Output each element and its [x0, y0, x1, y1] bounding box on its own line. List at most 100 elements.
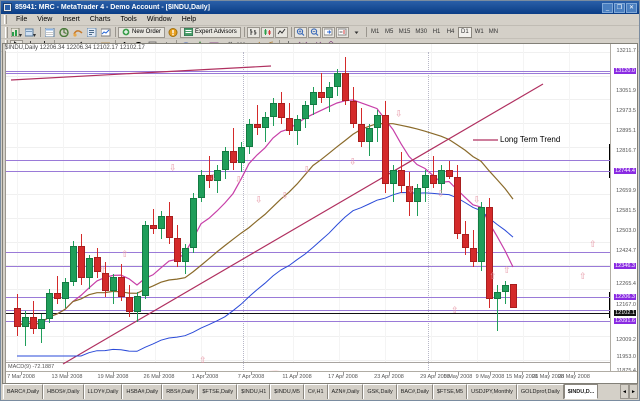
candle-body	[302, 105, 309, 120]
chart-tab[interactable]: RBS#,Daily	[162, 384, 199, 399]
minimize-button[interactable]: _	[602, 2, 613, 13]
chart-tab[interactable]: BARC#,Daily	[3, 384, 44, 399]
candle-body	[470, 248, 477, 263]
candlestick	[350, 86, 357, 129]
menu-item-charts[interactable]: Charts	[89, 16, 111, 23]
stop-advisors-icon[interactable]	[166, 27, 179, 38]
candlestick	[390, 165, 397, 203]
candlestick	[430, 156, 437, 189]
tab-nav[interactable]: ◄ ►	[620, 384, 638, 399]
menu-item-view[interactable]: View	[37, 16, 53, 23]
candle-wick	[505, 280, 506, 304]
chart-tab[interactable]: GSK,Daily	[363, 384, 397, 399]
menu-item-tools[interactable]: Tools	[120, 16, 137, 23]
chart-tab[interactable]: C#,H1	[303, 384, 328, 399]
tab-nav-right[interactable]: ►	[629, 384, 638, 399]
candlestick	[502, 280, 509, 304]
market-watch-icon[interactable]	[43, 27, 56, 38]
candle-wick	[257, 105, 258, 136]
terminal-icon[interactable]	[85, 27, 98, 38]
restore-button[interactable]: ❐	[614, 2, 625, 13]
signal-arrow-up-14: ⇧	[503, 265, 511, 275]
chart-tab[interactable]: $INDU,H1	[237, 384, 271, 399]
menu-item-insert[interactable]: Insert	[62, 16, 80, 23]
candle-body	[46, 293, 53, 319]
candle-body	[446, 169, 453, 177]
chart-tab-bar[interactable]: BARC#,Daily HBOS#,Daily LLOY#,Daily HSBA#,D…	[2, 384, 638, 399]
candle-body	[262, 116, 269, 129]
candle-body	[390, 169, 397, 184]
chart-tab[interactable]: HBOS#,Daily	[43, 384, 84, 399]
grid-line-vertical	[523, 44, 524, 373]
auto-scroll-icon[interactable]	[321, 26, 335, 38]
chart-tab[interactable]: $FTSE,Daily	[198, 384, 238, 399]
menu-item-file[interactable]: File	[16, 16, 28, 23]
chart-tab[interactable]: $INDU,M5	[270, 384, 304, 399]
candle-body	[62, 281, 69, 300]
timeframe-d1[interactable]: D1	[458, 26, 472, 38]
candlestick-chart-icon[interactable]	[260, 26, 274, 38]
timeframe-h4[interactable]: H4	[446, 29, 455, 35]
grid-line-horizontal	[6, 336, 612, 338]
candle-body	[366, 128, 373, 143]
price-axis-label: 12816.7	[616, 148, 636, 154]
menu-item-help[interactable]: Help	[181, 16, 197, 23]
new-order-button[interactable]: New Order	[118, 26, 166, 38]
chart-tab[interactable]: USDJPY,Monthly	[467, 384, 517, 399]
chart-tab[interactable]: GOLDprof,Daily	[516, 384, 564, 399]
timeframe-m30[interactable]: M30	[415, 29, 428, 35]
new-order-label: New Order	[132, 29, 162, 35]
candlestick	[22, 310, 29, 347]
chart-window[interactable]: ⇧ ⇧ ⇧ ⇧ ⇧ ⇧ ⇧ ⇧ ⇧ ⇧ ⇧ ⇧ ⇧ ⇧ ⇧ ⇧ ⇧ ⇧ ⇧ $INDU,Daily 12206.34…	[2, 43, 638, 384]
grid-line-horizontal	[6, 52, 612, 53]
new-chart-icon[interactable]	[10, 27, 23, 38]
toolbar-grip[interactable]	[5, 26, 8, 38]
timeframe-w1[interactable]: W1	[474, 29, 484, 35]
candle-body	[318, 91, 325, 99]
zoom-out-icon[interactable]	[307, 26, 321, 38]
close-button[interactable]: ✕	[626, 2, 637, 13]
zoom-in-icon[interactable]	[293, 26, 307, 38]
candle-wick	[321, 73, 322, 104]
bar-chart-icon[interactable]	[246, 26, 260, 38]
chart-tab[interactable]: BAC#,Daily	[396, 384, 433, 399]
candle-wick	[233, 128, 234, 170]
chart-tab[interactable]: HSBA#,Daily	[122, 384, 163, 399]
chart-tab[interactable]: LLOY#,Daily	[83, 384, 123, 399]
window-controls[interactable]: _ ❐ ✕	[602, 2, 637, 13]
expert-advisors-button[interactable]: Expert Advisors	[180, 26, 241, 38]
strategy-tester-icon[interactable]	[99, 27, 112, 38]
support-resistance-line-4	[6, 310, 612, 312]
timeframe-m15[interactable]: M15	[398, 29, 411, 35]
chevron-down-icon[interactable]	[350, 27, 363, 38]
candlestick	[358, 107, 365, 147]
timeframe-m1[interactable]: M1	[371, 29, 380, 35]
chart-tab[interactable]: AZN#,Daily	[327, 384, 364, 399]
menu-bar: File View Insert Charts Tools Window Hel…	[1, 14, 639, 26]
menu-item-window[interactable]: Window	[146, 16, 172, 23]
navigator-icon[interactable]	[71, 27, 84, 38]
timeframe-mn[interactable]: MN	[488, 29, 499, 35]
date-axis-label: 9 May 2008	[475, 374, 505, 380]
timeframe-m5[interactable]: M5	[385, 29, 394, 35]
line-chart-icon[interactable]	[274, 26, 288, 38]
chart-tab[interactable]: $FTSE,M5	[432, 384, 468, 399]
date-axis[interactable]: 7 Mar 2008 13 Mar 2008 19 Mar 2008 26 Mar 2…	[3, 371, 637, 383]
grid-line-vertical	[63, 44, 64, 373]
menu-grip[interactable]	[4, 15, 7, 24]
chart-shift-icon[interactable]	[335, 26, 349, 38]
candle-body	[190, 197, 197, 249]
profiles-icon[interactable]	[24, 27, 37, 38]
price-axis-label: 13211.7	[616, 48, 636, 54]
price-axis[interactable]: 13211.7 13120.0 13051.9 12973.5 12895.1 12816…	[610, 44, 637, 383]
timeframe-h1[interactable]: H1	[432, 29, 441, 35]
tab-nav-left[interactable]: ◄	[620, 384, 629, 399]
chart-tab[interactable]: $INDU,D...	[563, 384, 599, 399]
signal-arrow-up-2: ⇧	[121, 249, 129, 259]
chart-canvas[interactable]: ⇧ ⇧ ⇧ ⇧ ⇧ ⇧ ⇧ ⇧ ⇧ ⇧ ⇧ ⇧ ⇧ ⇧ ⇧ ⇧ ⇧ ⇧ ⇧	[3, 44, 637, 383]
candlestick	[182, 243, 189, 274]
candle-wick	[57, 275, 58, 304]
candle-body	[166, 216, 173, 238]
candlestick	[238, 142, 245, 173]
data-window-icon[interactable]	[57, 27, 70, 38]
